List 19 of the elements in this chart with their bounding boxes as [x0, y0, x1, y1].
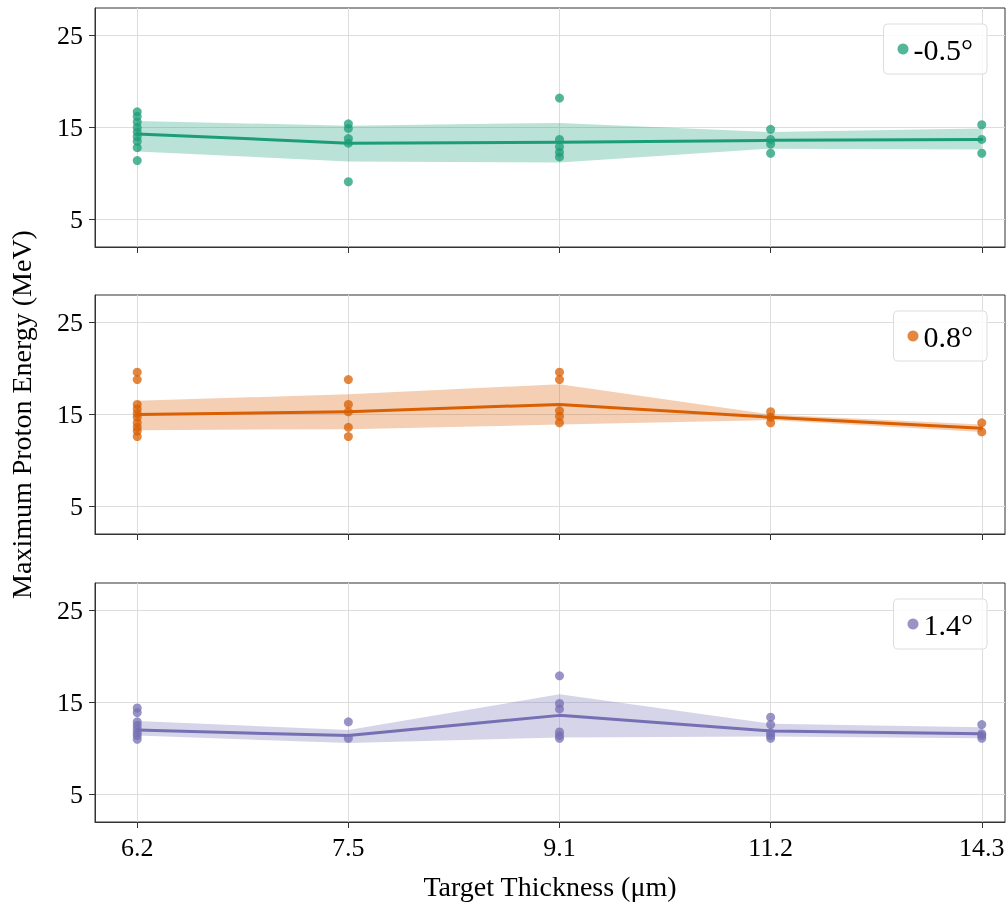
legend-label: -0.5° [913, 32, 974, 66]
y-tick-label: 25 [57, 596, 83, 626]
legend-label: 0.8° [923, 319, 973, 353]
x-tick-label: 14.3 [959, 832, 1005, 862]
x-tick-label: 9.1 [543, 832, 576, 862]
legend-label: 1.4° [923, 607, 973, 641]
y-tick-label: 25 [57, 308, 83, 338]
y-tick-label: 5 [70, 779, 83, 809]
x-tick-label: 11.2 [748, 832, 793, 862]
y-axis-title: Maximum Proton Energy (MeV) [5, 230, 37, 599]
y-tick-label: 25 [57, 21, 83, 51]
y-tick-label: 15 [57, 688, 83, 717]
x-axis-title: Target Thickness (μm) [423, 870, 677, 902]
y-tick-label: 5 [70, 491, 83, 521]
y-tick-label: 15 [57, 113, 83, 142]
x-tick-label: 6.2 [120, 832, 154, 862]
y-tick-label: 5 [70, 204, 83, 234]
y-tick-label: 15 [57, 400, 83, 429]
x-tick-label: 7.5 [332, 832, 365, 862]
